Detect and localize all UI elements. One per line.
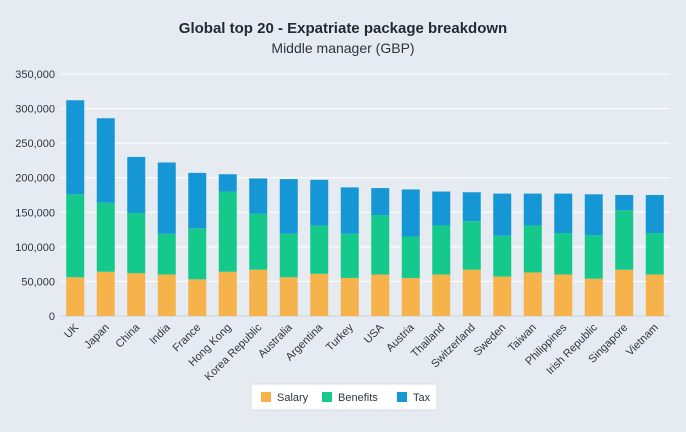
- bar-uk-benefits: [66, 194, 85, 278]
- bar-philippines-benefits: [554, 233, 573, 275]
- bar-austria-salary: [401, 277, 420, 316]
- bar-sweden-salary: [493, 276, 512, 316]
- bar-turkey-salary: [340, 277, 359, 316]
- bar-korea-republic-tax: [249, 178, 268, 214]
- y-tick-label-150000: 150,000: [15, 207, 55, 219]
- bar-singapore-salary: [615, 269, 634, 316]
- bar-india-benefits: [157, 233, 176, 275]
- legend-box: [250, 383, 438, 411]
- y-tick-label-100000: 100,000: [15, 242, 55, 254]
- legend-tax-swatch: [397, 392, 407, 402]
- bar-france-salary: [188, 279, 207, 316]
- x-tick-label-china: China: [114, 321, 143, 350]
- y-tick-label-250000: 250,000: [15, 138, 55, 150]
- bar-hong-kong-benefits: [218, 191, 237, 272]
- y-tick-label-50000: 50,000: [21, 276, 55, 288]
- bar-taiwan-benefits: [523, 225, 542, 273]
- bar-philippines-salary: [554, 274, 573, 316]
- bar-argentina-salary: [310, 273, 329, 316]
- legend-benefits-label: Benefits: [338, 392, 378, 404]
- bar-korea-republic-benefits: [249, 213, 268, 270]
- bar-sweden-tax: [493, 193, 512, 236]
- bar-china-benefits: [127, 212, 146, 274]
- legend-benefits-swatch: [322, 392, 332, 402]
- bar-australia-salary: [279, 277, 298, 316]
- bar-usa-benefits: [371, 215, 390, 275]
- bar-irish-republic-tax: [584, 194, 603, 236]
- bar-philippines-tax: [554, 193, 573, 234]
- x-tick-label-india: India: [148, 321, 174, 347]
- x-tick-label-turkey: Turkey: [324, 321, 356, 353]
- bar-japan-tax: [96, 118, 115, 203]
- bar-switzerland-tax: [462, 192, 481, 222]
- chart-title: Global top 20 - Expatriate package break…: [179, 20, 507, 37]
- y-tick-label-200000: 200,000: [15, 173, 55, 185]
- bar-turkey-benefits: [340, 233, 359, 278]
- bar-france-benefits: [188, 228, 207, 280]
- legend-salary-label: Salary: [277, 392, 309, 404]
- bar-argentina-benefits: [310, 225, 329, 274]
- bar-singapore-benefits: [615, 210, 634, 270]
- bar-thailand-tax: [432, 191, 451, 226]
- bar-usa-tax: [371, 188, 390, 216]
- x-tick-label-sweden: Sweden: [472, 322, 509, 359]
- bar-taiwan-salary: [523, 272, 542, 316]
- bar-vietnam-tax: [645, 195, 664, 234]
- bar-korea-republic-salary: [249, 269, 268, 316]
- bar-japan-benefits: [96, 202, 115, 272]
- y-tick-label-300000: 300,000: [15, 104, 55, 116]
- bars-layer: [66, 100, 664, 316]
- bar-hong-kong-tax: [218, 174, 237, 192]
- bar-austria-tax: [401, 189, 420, 237]
- bar-australia-tax: [279, 179, 298, 234]
- bar-switzerland-benefits: [462, 221, 481, 270]
- bar-irish-republic-salary: [584, 278, 603, 316]
- legend: Salary Benefits Tax: [250, 383, 438, 411]
- bar-switzerland-salary: [462, 269, 481, 316]
- bar-india-salary: [157, 274, 176, 316]
- bar-usa-salary: [371, 274, 390, 316]
- bar-argentina-tax: [310, 179, 329, 226]
- bar-thailand-salary: [432, 274, 451, 316]
- bar-irish-republic-benefits: [584, 235, 603, 279]
- bar-china-salary: [127, 273, 146, 316]
- x-tick-label-japan: Japan: [82, 322, 112, 352]
- grid-layer: [60, 73, 670, 317]
- bar-singapore-tax: [615, 195, 634, 211]
- legend-tax-label: Tax: [413, 392, 431, 404]
- x-tick-label-uk: UK: [62, 321, 82, 341]
- bar-india-tax: [157, 162, 176, 234]
- bar-austria-benefits: [401, 236, 420, 278]
- bar-japan-salary: [96, 271, 115, 316]
- bar-hong-kong-salary: [218, 271, 237, 316]
- bar-uk-tax: [66, 100, 85, 195]
- bar-vietnam-salary: [645, 274, 664, 316]
- legend-salary-swatch: [261, 392, 271, 402]
- y-tick-label-350000: 350,000: [15, 69, 55, 81]
- bar-france-tax: [188, 172, 207, 229]
- x-tick-label-usa: USA: [362, 321, 387, 346]
- bar-turkey-tax: [340, 187, 359, 234]
- bar-taiwan-tax: [523, 193, 542, 226]
- bar-uk-salary: [66, 277, 85, 316]
- bar-china-tax: [127, 156, 146, 213]
- bar-australia-benefits: [279, 233, 298, 278]
- chart-subtitle: Middle manager (GBP): [271, 40, 414, 56]
- bar-thailand-benefits: [432, 225, 451, 275]
- y-tick-label-0: 0: [49, 311, 55, 323]
- bar-vietnam-benefits: [645, 233, 664, 275]
- x-tick-label-vietnam: Vietnam: [624, 322, 661, 359]
- bar-sweden-benefits: [493, 235, 512, 277]
- y-axis-labels: 0 50,000 100,000 150,000 200,000 250,000 300,0…: [15, 69, 55, 323]
